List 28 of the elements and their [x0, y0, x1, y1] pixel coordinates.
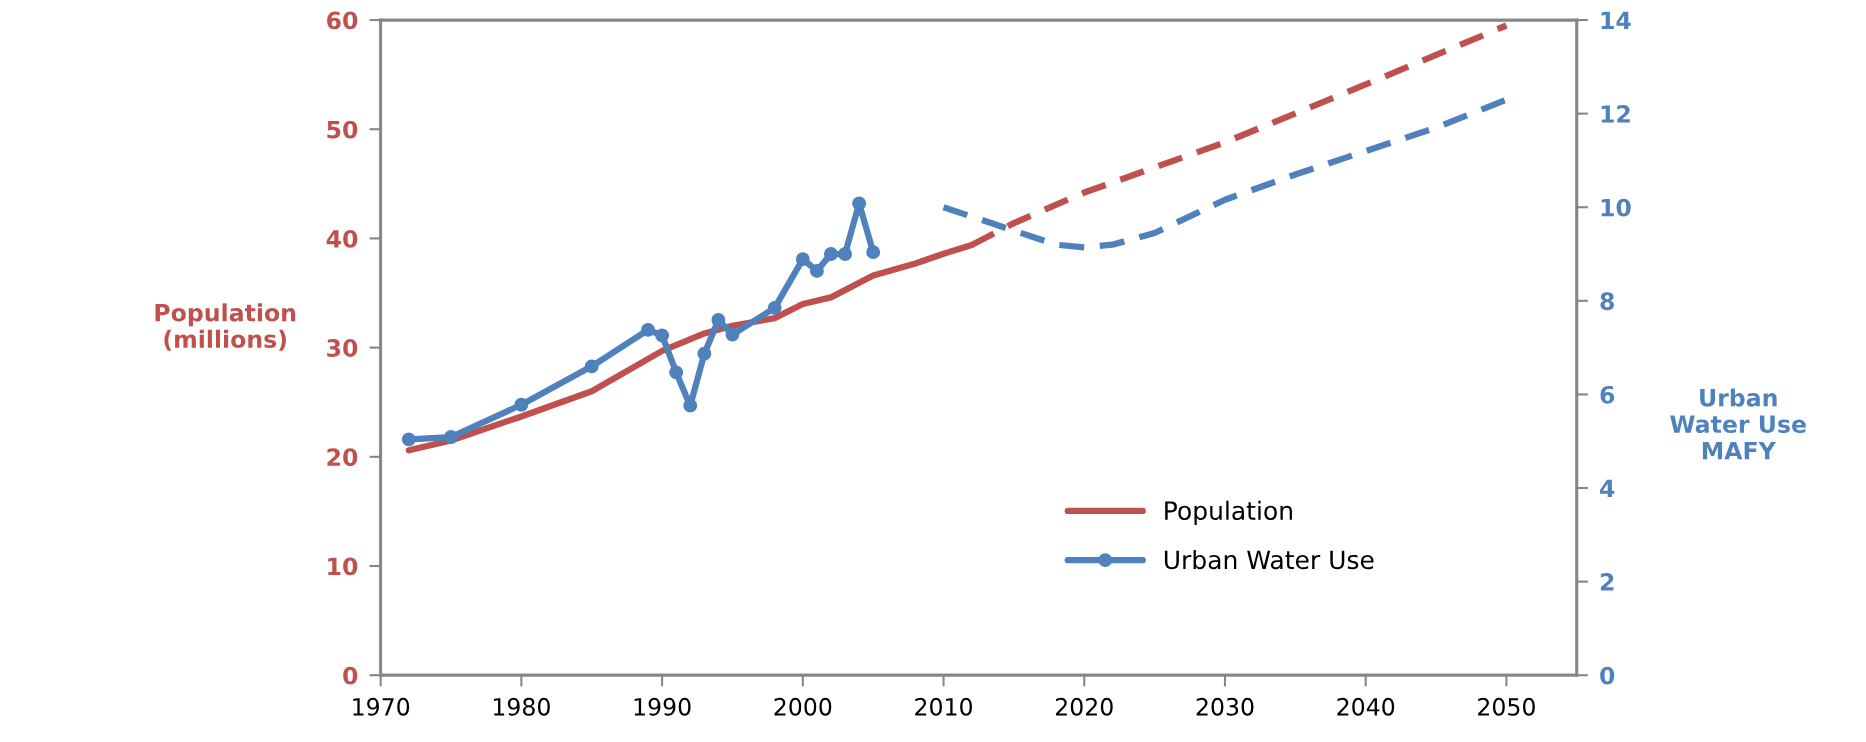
- y2-tick-label: 2: [1600, 573, 1614, 591]
- y-tick-label: 60: [327, 11, 358, 30]
- x-tick-label: 2030: [1196, 697, 1254, 716]
- y2-axis-title: Urban Water Use MAFY: [1670, 388, 1806, 460]
- x-tick-label: 2000: [774, 697, 832, 716]
- y2-tick-label: 0: [1600, 666, 1615, 685]
- y-tick-label: 30: [327, 339, 358, 357]
- y2-tick-label: 8: [1600, 292, 1614, 311]
- x-tick-label: 2020: [1055, 697, 1113, 716]
- x-tick-label: 2050: [1478, 697, 1535, 716]
- y2-tick-label: 6: [1600, 385, 1615, 404]
- x-tick-label: 2040: [1337, 697, 1395, 716]
- x-tick-label: 1980: [493, 697, 550, 716]
- y2-tick-label: 10: [1601, 198, 1631, 217]
- legend-label: Population: [1165, 500, 1292, 525]
- y-tick-label: 50: [327, 120, 358, 139]
- y-axis-title: Population (millions): [155, 303, 296, 351]
- y-tick-label: 10: [328, 557, 358, 576]
- x-tick-label: 1990: [634, 697, 691, 716]
- y-tick-label: 20: [327, 448, 358, 467]
- legend-label: Urban Water Use: [1164, 549, 1374, 570]
- y2-tick-label: 14: [1601, 11, 1631, 29]
- x-tick-label: 2010: [915, 697, 973, 716]
- y-tick-label: 0: [343, 666, 358, 685]
- y2-tick-label: 4: [1600, 479, 1615, 497]
- y2-tick-label: 12: [1601, 105, 1630, 123]
- y-tick-label: 40: [326, 229, 358, 248]
- x-tick-label: 1970: [353, 697, 410, 716]
